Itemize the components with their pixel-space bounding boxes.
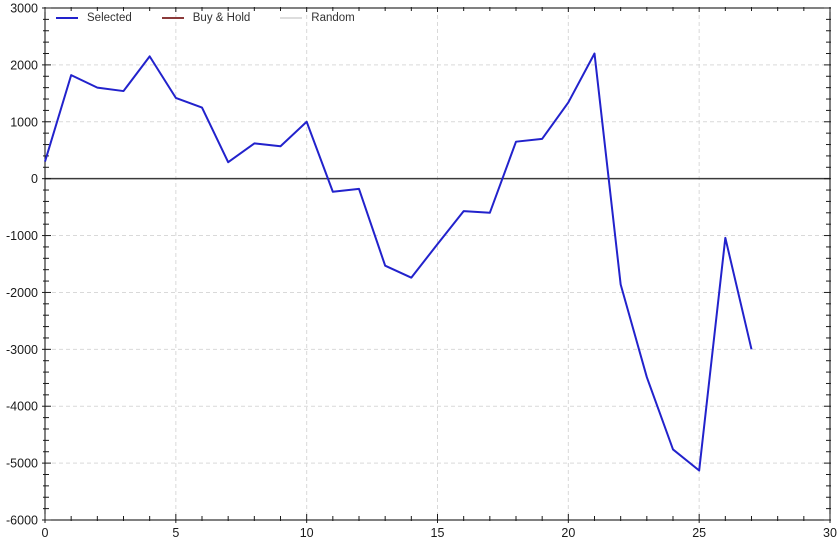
y-axis-tick-label: -4000 [6, 400, 38, 414]
legend-item-random: Random [280, 11, 355, 25]
x-axis-tick-label: 10 [300, 526, 314, 540]
legend-item-buy-hold: Buy & Hold [161, 11, 251, 25]
x-axis-tick-label: 0 [42, 526, 49, 540]
y-axis-tick-label: -3000 [6, 343, 38, 357]
y-axis-tick-label: 0 [31, 172, 38, 186]
x-axis-tick-label: 30 [823, 526, 837, 540]
x-axis-tick-label: 5 [172, 526, 179, 540]
y-axis-tick-label: -6000 [6, 514, 38, 528]
y-axis-tick-label: 2000 [10, 58, 38, 72]
x-axis-tick-label: 25 [692, 526, 706, 540]
y-axis-tick-label: -1000 [6, 229, 38, 243]
x-axis-tick-label: 20 [561, 526, 575, 540]
random-line-swatch [280, 17, 303, 19]
y-axis-tick-label: 3000 [10, 2, 38, 16]
x-axis-tick-label: 15 [431, 526, 445, 540]
series-line-selected [44, 52, 753, 472]
selected-line-swatch [56, 17, 78, 19]
y-axis-tick-label: 1000 [10, 115, 38, 129]
legend-label-random: Random [311, 12, 355, 24]
legend: Selected Buy & Hold Random [56, 11, 385, 25]
legend-item-selected: Selected [56, 11, 132, 25]
y-axis-tick-label: -2000 [6, 286, 38, 300]
y-axis-tick-label: -5000 [6, 457, 38, 471]
legend-label-selected: Selected [87, 12, 132, 24]
legend-label-buy-hold: Buy & Hold [192, 12, 251, 24]
buy-hold-line-swatch [161, 17, 184, 19]
